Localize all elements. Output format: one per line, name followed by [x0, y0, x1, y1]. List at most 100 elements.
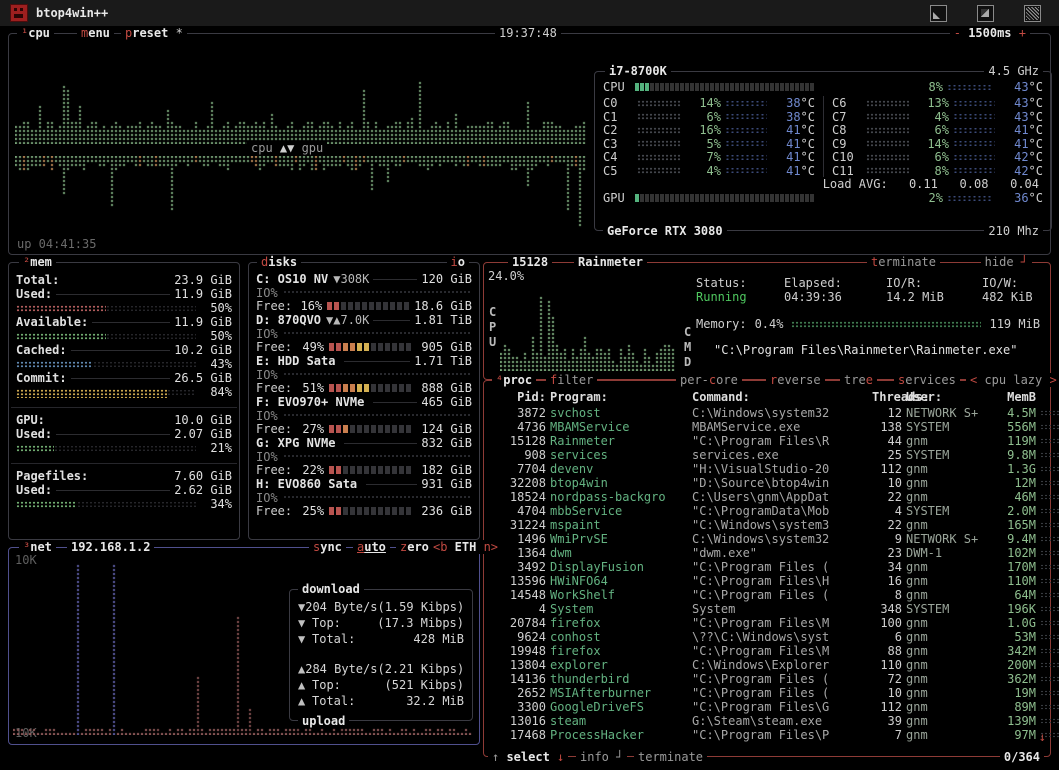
col-threads[interactable]: Threads: [872, 390, 930, 404]
disk-name-row: C: OS10 NV ▼308K 120 GiB [256, 272, 472, 286]
cpu-gpu-graph-toggle[interactable]: cpu ▲▼ gpu [247, 141, 328, 155]
proc-table-row[interactable]: 4SystemSystem348SYSTEM196K0.1 [484, 602, 1059, 616]
disk-io-row: IO% [249, 409, 479, 423]
terminal-area: ¹cpu menu preset * 19:37:48 - 1500ms + c… [0, 26, 1059, 770]
proc-table-row[interactable]: 7704devenv"H:\VisualStudio-20112gnm1.3G0… [484, 462, 1059, 476]
io-mode-toggle[interactable]: io [446, 255, 469, 269]
disk-free-row: Free: 27% 124 GiB [256, 422, 472, 436]
titlebar-shade-button[interactable] [930, 4, 947, 22]
proc-table-body: 3872 svchost C:\Windows\system32 12 NETWORK … [484, 406, 1059, 742]
proc-table-header: Pid: Program: Command: Threads: User: Me… [484, 390, 1050, 404]
cpu-history-graph [15, 40, 587, 144]
sort-column-switcher[interactable]: < cpu lazy > [966, 373, 1059, 387]
net-speed-row: ▼ 204 Byte/s (1.59 Kibps) [298, 600, 465, 614]
proc-table-row[interactable]: 2652 MSIAfterburner "C:\Program Files (10 g… [484, 686, 1059, 700]
net-speed-row: ▼ Top: (17.3 Mibps) [298, 616, 464, 630]
detail-stat-value: Running [696, 290, 747, 304]
proc-table-row[interactable]: 13804 explorer C:\Windows\Explorer 110 gnm 20… [484, 658, 1059, 672]
cpu-model-label: i7-8700K [605, 64, 671, 78]
hide-button[interactable]: hide ┘ [980, 255, 1032, 269]
gpu-frequency-label: 210 Mhz [984, 224, 1043, 238]
tab-cpu[interactable]: ¹cpu [17, 26, 54, 40]
disks-title[interactable]: disks [257, 255, 302, 269]
services-toggle[interactable]: services [894, 373, 960, 387]
proc-table-row[interactable]: 3492 DisplayFusion "C:\Program Files (34 gn… [484, 560, 1059, 574]
col-program[interactable]: Program: [550, 390, 608, 404]
proc-table-row[interactable]: 4704 mbbService "C:\ProgramData\Mob 4 SYSTEM… [484, 504, 1059, 518]
detail-memory-label: Memory: [696, 317, 747, 331]
reverse-toggle[interactable]: reverse [766, 373, 825, 387]
detail-cpu-graph [500, 289, 678, 371]
net-sync-toggle[interactable]: sync [309, 540, 346, 554]
proc-table-row[interactable]: 4736 MBAMService MBAMService.exe 138 SYSTEM 5… [484, 420, 1059, 434]
checker-icon [1026, 6, 1039, 20]
gpu-history-graph [15, 156, 587, 236]
filter-button[interactable]: filter [546, 373, 598, 387]
core-row: C8 6% 41°C [832, 123, 1043, 137]
net-ip-label: 192.168.1.2 [67, 540, 155, 554]
titlebar-dither-button[interactable] [1024, 4, 1041, 22]
tab-net[interactable]: ³net [19, 540, 56, 554]
footer-select-hint[interactable]: ↑ select ↓ [488, 750, 569, 764]
col-command[interactable]: Command: [692, 390, 750, 404]
diagonal-split-icon [981, 8, 989, 17]
app-icon [10, 4, 28, 22]
gpu-label: GPU [603, 191, 625, 205]
net-auto-toggle[interactable]: auto [353, 540, 390, 554]
disk-name-row: D: 870QVO ▼▲7.0K 1.81 TiB [256, 313, 472, 327]
col-pid[interactable]: Pid: [517, 390, 546, 404]
download-label: download [298, 582, 364, 596]
proc-table-row[interactable]: 13596 HWiNFO64 "C:\Program Files\H 16 gnm 110… [484, 574, 1059, 588]
proc-table-row[interactable]: 3872 svchost C:\Windows\system32 12 NETWORK … [484, 406, 1059, 420]
detail-memory-meter [791, 320, 982, 328]
disk-free-row: Free: 22% 182 GiB [256, 463, 472, 477]
col-memb[interactable]: MemB [1007, 390, 1036, 404]
mem-meter-row: 21% [9, 441, 239, 455]
footer-terminate-hint[interactable]: terminate [634, 750, 708, 764]
detail-stat-value: 04:39:36 [784, 290, 842, 304]
proc-table-row[interactable]: 14136 thunderbird "C:\Program Files (72 gnm… [484, 672, 1059, 686]
cpu-total-row: CPU 8% 43°C [595, 80, 1051, 94]
mem-meter-row: 50% [9, 329, 239, 343]
proc-table-row[interactable]: 3300 GoogleDriveFS "C:\Program Files\G 112 g… [484, 700, 1059, 714]
tree-toggle[interactable]: tree [840, 373, 877, 387]
titlebar-restore-button[interactable] [977, 4, 994, 22]
tab-mem[interactable]: ²mem [19, 255, 56, 269]
proc-table-row[interactable]: 20784 firefox "C:\Program Files\M 100 gnm 1.0… [484, 616, 1059, 630]
proc-table-row[interactable]: 32208 btop4win "D:\Source\btop4win 10 gnm 12M… [484, 476, 1059, 490]
col-user[interactable]: User: [906, 390, 943, 404]
proc-table-row[interactable]: 17468 ProcessHacker "C:\Program Files\P 7 gn… [484, 728, 1059, 742]
footer-info-hint[interactable]: info ┘ [576, 750, 628, 764]
per-core-toggle[interactable]: per-core [676, 373, 742, 387]
proc-table-row[interactable]: 14548 WorkShelf "C:\Program Files (8 gnm 64M… [484, 588, 1059, 602]
preset-button[interactable]: preset * [121, 26, 187, 40]
scroll-down-icon[interactable]: ↓ [1038, 730, 1046, 744]
mem-kv-row: Used: 2.62 GiB [16, 483, 232, 497]
net-interface-switcher[interactable]: <b ETH n> [429, 540, 503, 554]
mem-kv-row: Total: 23.9 GiB [16, 273, 232, 287]
net-panel: ³net 192.168.1.2 sync auto zero <b ETH n… [8, 540, 503, 745]
menu-button[interactable]: menu [77, 26, 114, 40]
disk-name-row: E: HDD Sata 1.71 TiB [256, 354, 472, 368]
proc-table-row[interactable]: 1496 WmiPrvSE C:\Windows\system32 9 NETWORK … [484, 532, 1059, 546]
upload-rows: ▲ 284 Byte/s (2.21 Kibps) ▲ Top: (521 Kibps) ▲… [298, 661, 464, 709]
disk-io-row: IO% [249, 491, 479, 505]
detail-stat-value: 482 KiB [982, 290, 1033, 304]
proc-table-row[interactable]: 15128 Rainmeter "C:\Program Files\R 44 gnm 11… [484, 434, 1059, 448]
load-average-label: Load AVG: [822, 177, 888, 191]
detail-stats: Status:Elapsed:IO/R:IO/W:Parent : Runnin… [696, 276, 1044, 357]
net-zero-toggle[interactable]: zero [396, 540, 433, 554]
uptime-label: up 04:41:35 [17, 237, 97, 251]
proc-table-row[interactable]: 31224 mspaint "C:\Windows\system3 22 gnm 165M… [484, 518, 1059, 532]
proc-table-row[interactable]: 19948 firefox "C:\Program Files\M 88 gnm 342M… [484, 644, 1059, 658]
terminate-button[interactable]: terminate [866, 255, 940, 269]
detail-cpu-percent: 24.0% [488, 269, 525, 283]
tab-proc[interactable]: ⁴proc [492, 373, 537, 387]
proc-table-row[interactable]: 18524 nordpass-backgro C:\Users\gnm\AppDat… [484, 490, 1059, 504]
net-speed-row: ▼ Total: 428 MiB [298, 632, 464, 646]
update-interval-control[interactable]: - 1500ms + [949, 26, 1030, 40]
